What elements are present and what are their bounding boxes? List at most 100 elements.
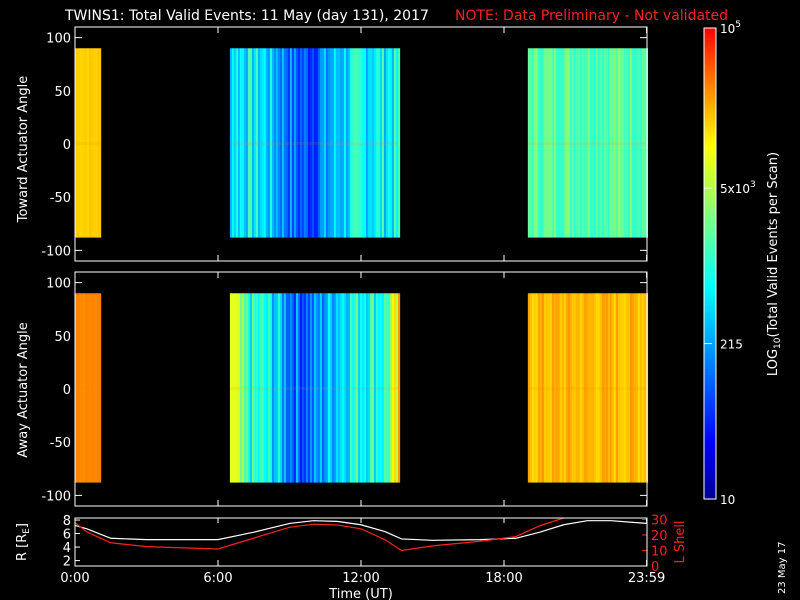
toward-heat-column bbox=[565, 48, 569, 238]
away-heat-column bbox=[283, 293, 287, 483]
toward-heat-column bbox=[295, 48, 299, 238]
toward-heat-column bbox=[639, 48, 643, 238]
toward-heat-column bbox=[247, 48, 251, 238]
toward-heat-column bbox=[291, 48, 295, 238]
away-heat-column bbox=[333, 293, 337, 483]
away-heat-column bbox=[557, 293, 561, 483]
radius-ytick-label: 6 bbox=[63, 528, 71, 543]
toward-heat-column bbox=[555, 48, 559, 238]
toward-heat-column bbox=[299, 48, 303, 238]
toward-heat-column bbox=[603, 48, 607, 238]
away-heat-column bbox=[331, 293, 335, 483]
away-heat-column bbox=[325, 293, 329, 483]
away-heat-column bbox=[397, 293, 401, 483]
toward-heat-column bbox=[239, 48, 243, 238]
away-heat-column bbox=[251, 293, 255, 483]
toward-heat-column bbox=[95, 48, 98, 238]
toward-heat-column bbox=[245, 48, 249, 238]
toward-heat-column bbox=[621, 48, 625, 238]
toward-heat-column bbox=[567, 48, 571, 238]
toward-heat-column bbox=[549, 48, 553, 238]
toward-heat-column bbox=[81, 48, 84, 238]
toward-heat-column bbox=[637, 48, 641, 238]
away-heat-column bbox=[77, 293, 80, 483]
away-heat-column bbox=[579, 293, 583, 483]
away-heat-column bbox=[231, 293, 235, 483]
toward-frame bbox=[74, 26, 648, 262]
toward-heat-column bbox=[79, 48, 82, 238]
away-heat-column bbox=[641, 293, 645, 483]
away-heat-column bbox=[229, 293, 233, 483]
toward-heat-column bbox=[93, 48, 96, 238]
toward-heat-column bbox=[273, 48, 277, 238]
away-heat-column bbox=[391, 293, 395, 483]
toward-heat-column bbox=[609, 48, 613, 238]
away-heat-column bbox=[273, 293, 277, 483]
toward-heat-column bbox=[97, 48, 100, 238]
away-heat-column bbox=[243, 293, 247, 483]
toward-heat-column bbox=[335, 48, 339, 238]
away-heat-column bbox=[367, 293, 371, 483]
toward-heat-column bbox=[537, 48, 541, 238]
away-heat-column bbox=[247, 293, 251, 483]
toward-segment bbox=[75, 48, 102, 238]
colorbar-gradient bbox=[703, 27, 717, 500]
away-heat-column bbox=[299, 293, 303, 483]
away-heat-column bbox=[573, 293, 577, 483]
toward-heat-column bbox=[343, 48, 347, 238]
away-heat-column bbox=[629, 293, 633, 483]
toward-heat-column bbox=[377, 48, 381, 238]
away-heat-column bbox=[575, 293, 579, 483]
toward-heat-column bbox=[383, 48, 387, 238]
away-heat-column bbox=[569, 293, 573, 483]
toward-heat-column bbox=[229, 48, 233, 238]
away-heat-column bbox=[323, 293, 327, 483]
toward-heat-column bbox=[569, 48, 573, 238]
toward-heat-column bbox=[531, 48, 535, 238]
away-heat-column bbox=[591, 293, 595, 483]
toward-ytick-label: 100 bbox=[46, 32, 71, 47]
date-stamp: 23 May 17 bbox=[777, 542, 788, 594]
toward-heat-column bbox=[321, 48, 325, 238]
away-heat-column bbox=[577, 293, 581, 483]
away-heat-column bbox=[587, 293, 591, 483]
toward-heat-column bbox=[623, 48, 627, 238]
away-heat-column bbox=[329, 293, 333, 483]
away-heat-column bbox=[639, 293, 643, 483]
toward-heat-column bbox=[541, 48, 545, 238]
away-heat-column bbox=[309, 293, 313, 483]
away-heat-column bbox=[529, 293, 533, 483]
away-ylabel: Away Actuator Angle bbox=[16, 322, 31, 457]
toward-heat-column bbox=[633, 48, 637, 238]
radius-ylabel: R [RE] bbox=[15, 523, 32, 561]
toward-heat-column bbox=[249, 48, 253, 238]
away-heat-column bbox=[317, 293, 321, 483]
away-heat-column bbox=[385, 293, 389, 483]
time-xtick-label: 0:00 bbox=[60, 571, 89, 586]
toward-heat-column bbox=[301, 48, 305, 238]
toward-heat-column bbox=[357, 48, 361, 238]
toward-heat-column bbox=[293, 48, 297, 238]
away-heat-column bbox=[257, 293, 261, 483]
away-heat-column bbox=[565, 293, 569, 483]
toward-heat-column bbox=[261, 48, 265, 238]
away-heat-column bbox=[289, 293, 293, 483]
away-heat-column bbox=[79, 293, 82, 483]
toward-heat-column bbox=[595, 48, 599, 238]
away-heat-column bbox=[321, 293, 325, 483]
away-ytick-label: 0 bbox=[63, 383, 71, 398]
away-heat-column bbox=[643, 293, 647, 483]
away-heat-column bbox=[541, 293, 545, 483]
toward-heat-column bbox=[75, 48, 78, 238]
toward-heat-column bbox=[331, 48, 335, 238]
away-heat-column bbox=[611, 293, 615, 483]
toward-heat-column bbox=[317, 48, 321, 238]
away-heat-column bbox=[261, 293, 265, 483]
toward-heat-column bbox=[329, 48, 333, 238]
toward-heat-column bbox=[557, 48, 561, 238]
away-zero-band bbox=[75, 387, 101, 390]
away-heat-column bbox=[561, 293, 565, 483]
lshell-ytick-label: 20 bbox=[651, 529, 668, 544]
toward-heat-column bbox=[339, 48, 343, 238]
